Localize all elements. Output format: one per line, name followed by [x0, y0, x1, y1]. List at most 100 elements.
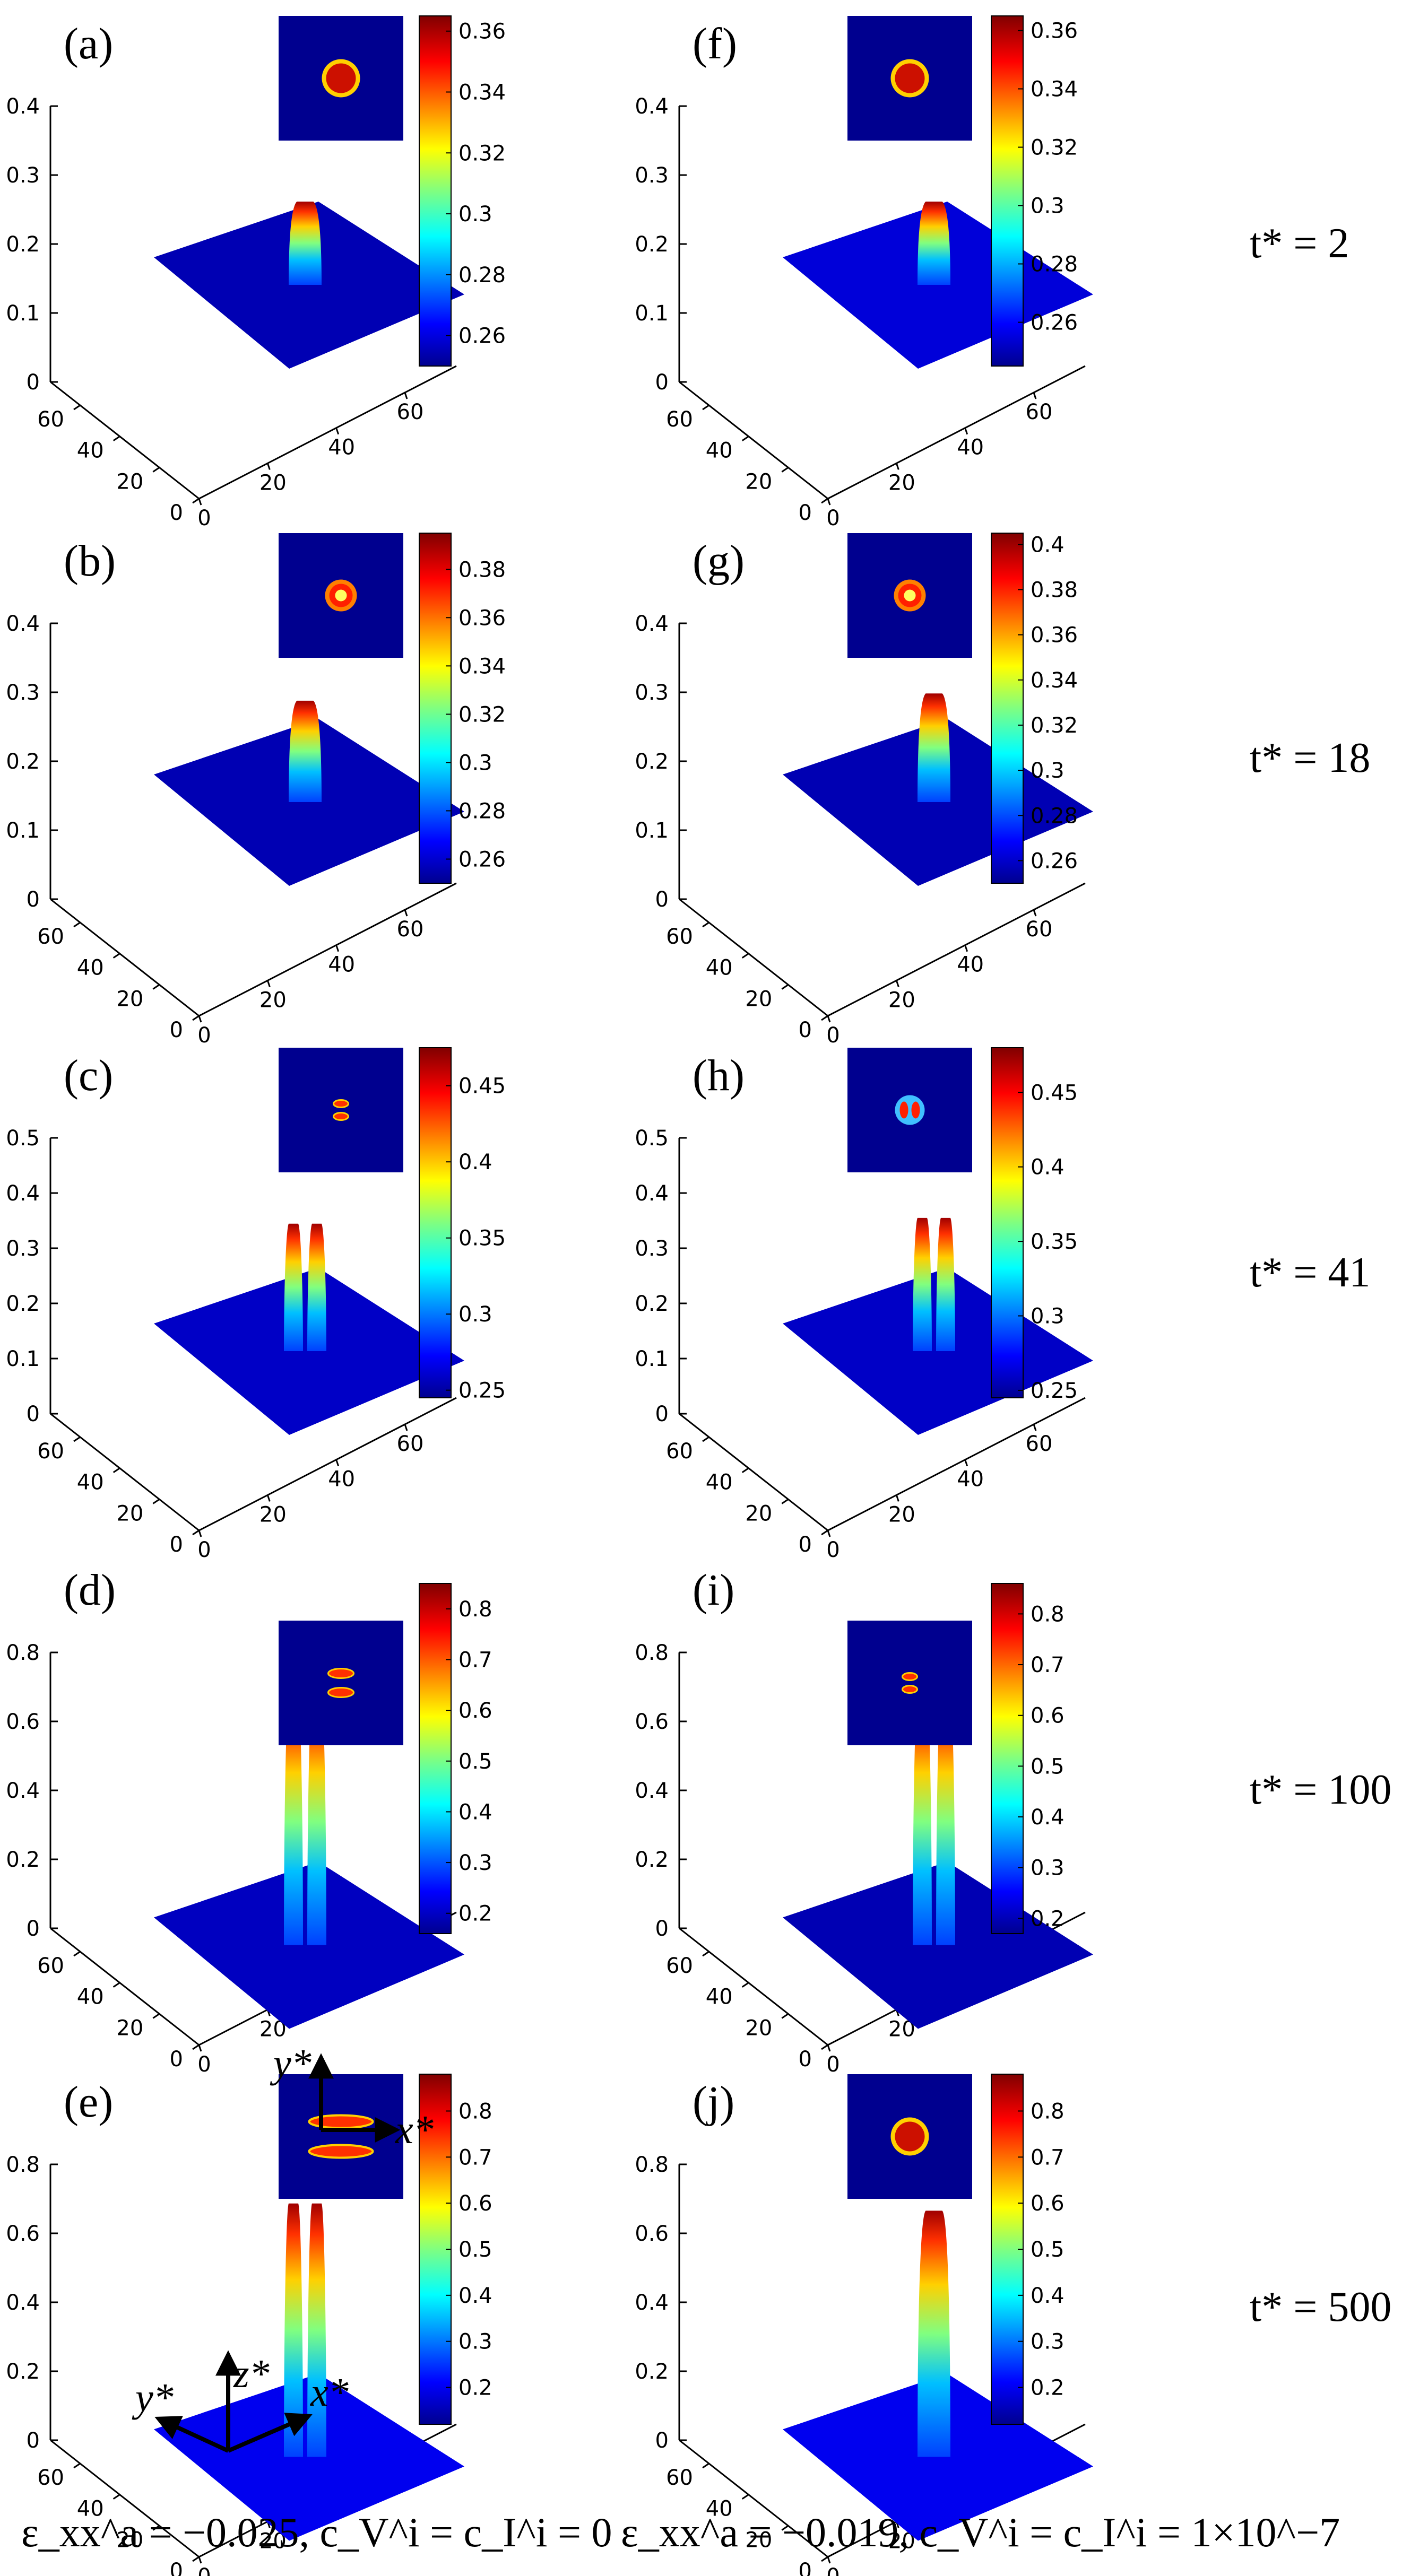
y-tick-label: 40	[706, 2497, 733, 2521]
panel-h: (h) 0 0.1 0.2 0.3 0.4 0.5 0 20 40 60 0 20 40 60 0.25 0.3…	[635, 1047, 1093, 1562]
x-tick	[198, 2044, 202, 2052]
y-tick	[112, 2494, 120, 2500]
z-tick-label: 0.1	[6, 819, 40, 843]
x-tick-label: 40	[957, 436, 984, 460]
colorbar-tick-label: 0.3	[1031, 2330, 1065, 2354]
y-tick	[73, 921, 81, 928]
base-plane	[154, 1268, 464, 1435]
y-tick-label: 40	[77, 956, 104, 980]
colorbar-tick-label: 0.35	[1031, 1230, 1078, 1254]
colorbar-tick-label: 0.28	[458, 799, 506, 823]
colorbar-tick-label: 0.2	[458, 1902, 492, 1926]
y-tick-label: 20	[745, 1501, 772, 1526]
x-tick-label: 0	[826, 1538, 840, 1562]
panel-label-i: (i)	[693, 1565, 734, 1615]
x-tick-label: 20	[888, 988, 915, 1012]
colorbar-tick-label: 0.4	[1031, 1805, 1065, 1830]
inset-blob-core	[895, 63, 925, 93]
main-z-label: z*	[233, 2352, 270, 2396]
y-tick-label: 60	[37, 1439, 64, 1464]
y-tick	[821, 498, 828, 504]
surface-peak	[289, 202, 322, 285]
surface-peak	[936, 1217, 955, 1351]
y-tick	[192, 2556, 200, 2562]
x-tick-label: 0	[197, 2564, 211, 2576]
z-tick-label: 0.2	[6, 2360, 40, 2384]
z-tick-label: 0	[27, 887, 40, 912]
colorbar-tick-label: 0.3	[458, 1302, 492, 1327]
inset-lobe	[327, 1668, 354, 1679]
colorbar-tick-label: 0.34	[1031, 668, 1078, 693]
colorbar-tick-label: 0.3	[458, 1851, 492, 1875]
main-axis-vectors: y* z* x*	[132, 2350, 349, 2453]
colorbar-tick-label: 0.7	[458, 1648, 492, 1672]
z-tick-label: 0.5	[635, 1126, 669, 1151]
main-x-arrow	[227, 2413, 313, 2453]
inset-lobe	[333, 1099, 349, 1108]
z-tick-label: 0.4	[635, 1181, 669, 1206]
x-tick-label: 0	[826, 506, 840, 530]
colorbar-tick-label: 0.7	[458, 2145, 492, 2170]
z-tick-label: 0.4	[635, 2291, 669, 2315]
y-tick-label: 60	[37, 407, 64, 432]
colorbar-tick-label: 0.32	[1031, 713, 1078, 738]
panel-b: (b) 0 0.1 0.2 0.3 0.4 0 20 40 60 0 20 40 60 0.26 0.28 0.…	[6, 533, 506, 1048]
z-tick-label: 0.2	[635, 1292, 669, 1316]
z-tick-label: 0.2	[635, 1848, 669, 1872]
y-tick	[192, 1529, 200, 1536]
z-tick-label: 0.6	[635, 2222, 669, 2246]
y-floor-axis	[679, 898, 828, 1017]
colorbar-tick-label: 0.3	[1031, 194, 1065, 219]
x-tick-label: 60	[397, 1432, 424, 1456]
colorbar-tick-label: 0.4	[458, 2284, 492, 2308]
inset-center	[904, 589, 916, 602]
inset-map	[847, 1621, 972, 1745]
colorbar-tick-label: 0.32	[458, 702, 506, 727]
panel-d: (d)00.20.40.60.8020406002040600.20.30.40…	[6, 1565, 492, 2077]
y-tick-label: 60	[666, 2466, 693, 2490]
y-tick-label: 40	[77, 439, 104, 463]
x-tick	[895, 463, 899, 470]
z-tick-label: 0.2	[6, 750, 40, 774]
x-tick-label: 40	[957, 1467, 984, 1492]
y-tick	[73, 1951, 81, 1957]
y-tick	[741, 1982, 749, 1988]
colorbar-tick-label: 0.7	[1031, 2145, 1065, 2170]
x-tick-label: 0	[826, 2564, 840, 2576]
x-floor-axis	[198, 1397, 457, 1531]
base-plane	[154, 2373, 464, 2541]
y-tick	[152, 984, 160, 990]
colorbar	[419, 1583, 452, 1934]
colorbar-tick-label: 0.32	[1031, 136, 1078, 160]
y-tick	[73, 1436, 81, 1442]
z-tick-label: 0	[655, 1402, 669, 1426]
y-tick	[112, 953, 120, 959]
z-tick-label: 0.6	[635, 1710, 669, 1734]
colorbar-tick-label: 0.4	[1031, 533, 1065, 557]
colorbar-tick-label: 0.6	[458, 1699, 492, 1723]
y-tick-label: 60	[666, 1954, 693, 1978]
x-tick-label: 0	[826, 2052, 840, 2077]
y-tick	[112, 1467, 120, 1473]
y-tick	[781, 2013, 789, 2019]
z-tick-label: 0.1	[635, 819, 669, 843]
surface-peak	[936, 1699, 955, 1945]
surface-peak	[307, 1223, 326, 1351]
y-tick	[702, 1951, 709, 1957]
colorbar	[419, 533, 452, 884]
z-tick-label: 0.2	[6, 232, 40, 257]
x-tick-label: 20	[888, 1502, 915, 1527]
y-tick-label: 0	[799, 1533, 812, 1557]
colorbar-tick-label: 0.8	[1031, 2099, 1065, 2124]
colorbar-tick-label: 0.32	[458, 141, 506, 166]
time-label-row-2: t* = 18	[1250, 735, 1370, 781]
inset-lobe	[902, 1685, 918, 1694]
y-tick	[702, 1436, 709, 1442]
y-tick-label: 60	[666, 407, 693, 432]
z-tick-label: 0	[27, 1917, 40, 1941]
z-tick-label: 0	[27, 370, 40, 395]
y-tick-label: 40	[706, 956, 733, 980]
panel-label-e: (e)	[64, 2077, 113, 2127]
z-tick-label: 0.4	[6, 1779, 40, 1803]
panel-label-g: (g)	[693, 536, 745, 586]
